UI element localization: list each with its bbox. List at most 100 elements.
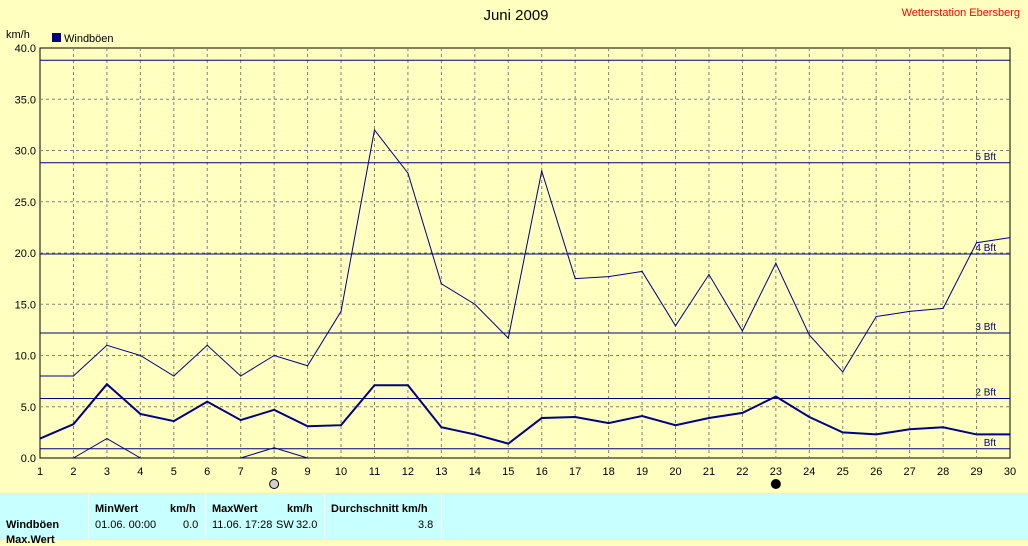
data-point	[139, 457, 141, 459]
min-date: 01.06. 00:00	[95, 519, 157, 531]
x-tick-label: 24	[803, 466, 815, 478]
average-value: 3.8	[418, 519, 434, 531]
y-tick-label: 0.0	[21, 453, 36, 465]
x-tick-label: 17	[569, 466, 581, 478]
beaufort-label: 4 Bft	[975, 243, 996, 254]
header-min-unit: km/h	[170, 503, 196, 515]
data-point	[909, 310, 911, 313]
header-maxwert: MaxWert	[212, 503, 258, 515]
y-tick-labels: 0.0 5.0 10.0 15.0 20.0 25.0 30.0 35.0 40.0	[15, 43, 36, 465]
max-value: 32.0	[296, 519, 318, 531]
header-average: Durchschnitt km/h	[331, 503, 428, 515]
x-tick-label: 3	[104, 466, 110, 478]
data-point	[240, 375, 242, 377]
row-label-windboeen: Windböen	[6, 519, 60, 531]
x-tick-label: 20	[669, 466, 681, 478]
x-tick-label: 27	[904, 466, 916, 478]
data-point	[842, 371, 844, 373]
data-point	[106, 383, 108, 385]
y-tick-label: 25.0	[15, 197, 36, 209]
new-moon-icon	[770, 479, 781, 489]
data-point	[106, 437, 108, 440]
x-tick-label: 22	[736, 466, 748, 478]
x-tick-label: 8	[271, 466, 277, 478]
x-tick-label: 15	[502, 466, 514, 478]
data-point	[942, 307, 944, 309]
x-tick-label: 23	[770, 466, 782, 478]
data-point	[340, 310, 342, 313]
data-point	[875, 315, 877, 318]
legend-entry-windboeen: Windböen	[64, 33, 114, 45]
data-point	[507, 443, 509, 445]
x-tick-label: 21	[703, 466, 715, 478]
data-point	[674, 424, 677, 426]
x-tick-labels: 1 2 3 4 5 6 7 8 9 10 11 12 13 14 15 16 17 18 19 20 21 22 23 24 2…	[37, 466, 1016, 478]
data-point	[39, 375, 41, 377]
x-tick-label: 13	[435, 466, 447, 478]
data-point	[206, 344, 208, 346]
y-tick-label: 30.0	[15, 146, 36, 158]
data-point	[440, 426, 442, 428]
x-tick-label: 28	[937, 466, 949, 478]
data-point	[139, 354, 141, 357]
data-point	[541, 170, 543, 172]
data-point	[206, 401, 208, 403]
x-tick-label: 2	[70, 466, 76, 478]
y-tick-label: 20.0	[15, 248, 36, 260]
x-tick-label: 12	[402, 466, 414, 478]
data-point	[775, 262, 777, 264]
x-tick-label: 18	[602, 466, 614, 478]
data-point	[641, 270, 643, 273]
x-tick-label: 10	[335, 466, 347, 478]
data-point	[808, 334, 810, 336]
data-point	[72, 457, 75, 459]
data-point	[39, 437, 41, 440]
header-max-unit: km/h	[287, 503, 313, 515]
data-point	[173, 375, 175, 377]
data-point	[808, 416, 810, 418]
statistics-panel: MinWert km/h MaxWert km/h Durchschnitt k…	[0, 493, 1028, 546]
data-point	[741, 330, 744, 332]
x-tick-label: 16	[536, 466, 548, 478]
data-point	[407, 384, 409, 386]
data-point	[1009, 237, 1011, 239]
max-date: 11.06. 17:28	[212, 519, 273, 531]
data-point	[340, 424, 342, 426]
data-point	[842, 431, 844, 433]
grid-lines	[40, 48, 1010, 458]
data-point	[641, 415, 643, 417]
y-tick-label: 15.0	[15, 299, 36, 311]
data-point	[541, 417, 543, 419]
data-point	[1009, 433, 1011, 436]
x-tick-label: 29	[970, 466, 982, 478]
data-point	[775, 395, 777, 398]
x-tick-label: 11	[369, 466, 380, 478]
data-point	[608, 422, 610, 424]
x-tick-label: 4	[137, 466, 143, 478]
data-point	[240, 419, 242, 421]
data-point	[975, 242, 978, 244]
data-point	[173, 420, 175, 422]
x-tick-label: 6	[204, 466, 210, 478]
data-point	[306, 365, 309, 367]
y-tick-label: 10.0	[15, 351, 36, 363]
beaufort-label: 5 Bft	[975, 152, 996, 163]
data-point	[273, 409, 275, 411]
x-tick-label: 26	[870, 466, 882, 478]
data-point	[373, 129, 376, 131]
separator	[324, 493, 325, 540]
x-tick-label: 1	[37, 466, 43, 478]
chart-title: Juni 2009	[483, 7, 548, 24]
data-point	[909, 428, 911, 430]
series-line	[73, 437, 141, 459]
data-point	[440, 283, 442, 285]
data-point	[674, 325, 677, 327]
separator	[205, 493, 206, 540]
series-line-windboeen	[39, 382, 1010, 445]
x-tick-label: 19	[636, 466, 648, 478]
beaufort-label: Bft	[984, 438, 996, 449]
x-tick-label: 25	[837, 466, 849, 478]
y-tick-label: 40.0	[15, 43, 36, 55]
x-tick-label: 5	[171, 466, 177, 478]
